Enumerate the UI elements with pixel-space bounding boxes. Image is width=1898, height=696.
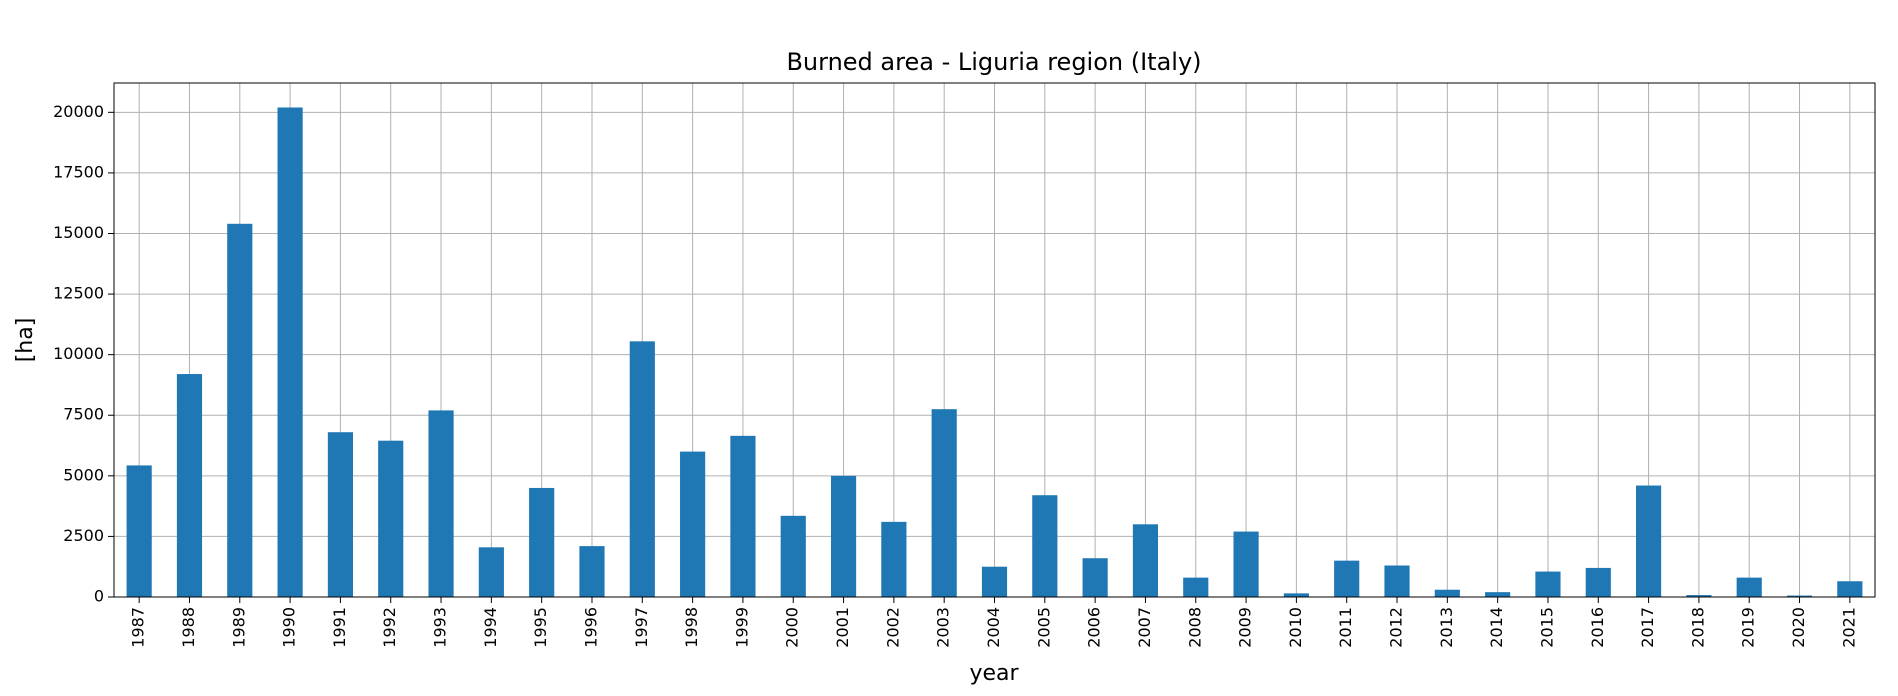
bar — [830, 475, 857, 597]
bar — [1334, 560, 1360, 597]
bar — [579, 546, 605, 597]
x-tick-label: 2011 — [1336, 607, 1355, 648]
x-tick-label: 2018 — [1688, 607, 1707, 648]
y-tick-label: 2500 — [63, 526, 104, 545]
x-tick-label: 2005 — [1034, 607, 1053, 648]
x-tick-label: 2010 — [1286, 607, 1305, 648]
x-tick-label: 1995 — [531, 607, 550, 648]
bar — [981, 566, 1008, 597]
bar — [680, 451, 706, 597]
bar — [277, 107, 303, 597]
x-axis-label: year — [969, 661, 1019, 686]
x-tick-label: 1994 — [481, 607, 500, 648]
x-tick-label: 2004 — [984, 607, 1003, 648]
bar — [327, 432, 353, 597]
bar — [1485, 592, 1511, 597]
x-tick-label: 2008 — [1185, 607, 1204, 648]
bar — [1384, 565, 1410, 597]
x-tick-label: 2013 — [1437, 607, 1456, 648]
y-axis-label: [ha] — [13, 318, 38, 363]
bar — [1283, 593, 1309, 597]
bar — [1736, 577, 1762, 597]
x-tick-label: 1997 — [632, 607, 651, 648]
x-tick-label: 1988 — [179, 607, 198, 648]
y-tick-label: 0 — [94, 587, 104, 606]
x-tick-label: 2017 — [1638, 607, 1657, 648]
bar — [1082, 558, 1108, 597]
plot-frame — [113, 82, 1876, 598]
y-tick-label: 17500 — [53, 162, 104, 181]
bar — [629, 341, 655, 597]
bar — [730, 435, 756, 597]
x-tick-label: 2002 — [883, 607, 902, 648]
bar — [1636, 485, 1662, 597]
bar — [780, 515, 806, 597]
y-tick-label: 7500 — [63, 405, 104, 424]
x-tick-label: 1987 — [129, 607, 148, 648]
y-tick-label: 5000 — [63, 465, 104, 484]
x-tick-label: 2006 — [1085, 607, 1104, 648]
bar — [529, 487, 555, 597]
x-tick-label: 1998 — [682, 607, 701, 648]
bar — [478, 547, 504, 597]
bar — [1132, 524, 1159, 597]
x-tick-label: 2012 — [1387, 607, 1406, 648]
bar — [1183, 577, 1209, 597]
bar — [1686, 595, 1712, 597]
y-tick-label: 12500 — [53, 284, 104, 303]
bar — [1032, 495, 1058, 597]
y-tick-label: 10000 — [53, 344, 104, 363]
x-tick-label: 2020 — [1789, 607, 1808, 648]
x-tick-label: 2000 — [783, 607, 802, 648]
x-tick-label: 2021 — [1839, 607, 1858, 648]
x-tick-label: 2016 — [1588, 607, 1607, 648]
x-tick-label: 2001 — [833, 607, 852, 648]
bar — [378, 440, 404, 597]
x-tick-label: 1990 — [280, 607, 299, 648]
x-tick-label: 2019 — [1739, 607, 1758, 648]
bar — [1233, 531, 1259, 597]
x-tick-label: 1991 — [330, 607, 349, 648]
bar — [126, 465, 152, 597]
y-tick-label: 20000 — [53, 102, 104, 121]
bar — [1786, 595, 1813, 597]
x-tick-label: 1996 — [581, 607, 600, 648]
bar — [1535, 571, 1561, 597]
bar — [227, 223, 253, 597]
bar — [931, 409, 957, 597]
bar — [1585, 567, 1611, 597]
y-tick-label: 15000 — [53, 223, 104, 242]
x-tick-label: 1993 — [431, 607, 450, 648]
x-tick-label: 2015 — [1537, 607, 1556, 648]
x-tick-label: 2007 — [1135, 607, 1154, 648]
x-tick-label: 1999 — [732, 607, 751, 648]
bar — [428, 410, 454, 597]
x-tick-label: 2014 — [1487, 607, 1506, 648]
bar — [176, 374, 203, 597]
bar — [1837, 581, 1863, 597]
x-tick-label: 2009 — [1236, 607, 1255, 648]
x-tick-label: 2003 — [934, 607, 953, 648]
x-tick-label: 1989 — [229, 607, 248, 648]
bar — [881, 521, 907, 597]
chart-title: Burned area - Liguria region (Italy) — [786, 48, 1201, 76]
x-tick-label: 1992 — [380, 607, 399, 648]
bar — [1434, 589, 1460, 597]
